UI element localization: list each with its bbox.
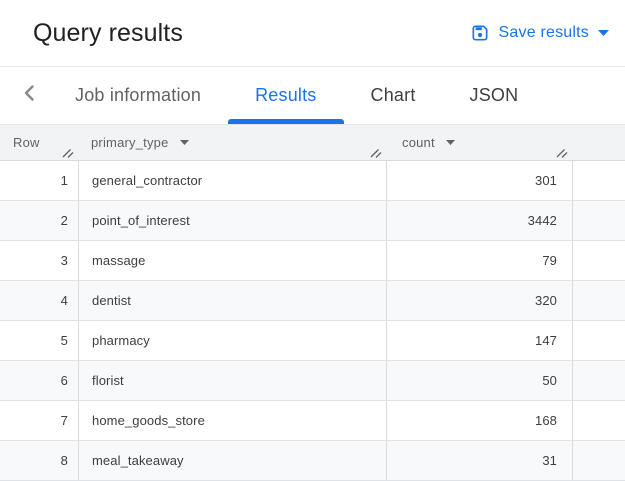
tab-label: JSON: [469, 85, 519, 105]
count-cell: 320: [386, 281, 572, 320]
count-cell: 301: [386, 161, 572, 200]
filler-cell: [572, 361, 625, 400]
filler-cell: [572, 161, 625, 200]
count-cell: 3442: [386, 201, 572, 240]
table-row: 4 dentist 320: [0, 281, 625, 321]
row-number-cell: 2: [60, 213, 68, 228]
tab-job-information[interactable]: Job information: [48, 67, 228, 124]
column-label: primary_type: [91, 135, 169, 150]
primary-type-cell: massage: [78, 241, 386, 280]
tab-chart[interactable]: Chart: [344, 67, 443, 124]
titlebar: Query results Save results: [0, 0, 625, 67]
tab-json[interactable]: JSON: [443, 67, 546, 124]
table-row: 3 massage 79: [0, 241, 625, 281]
primary-type-cell: pharmacy: [78, 321, 386, 360]
primary-type-cell: home_goods_store: [78, 401, 386, 440]
filler-cell: [572, 441, 625, 480]
table-row: 8 meal_takeaway 31: [0, 441, 625, 481]
chevron-left-icon: [22, 84, 35, 107]
results-table-header: Row primary_type count: [0, 125, 625, 161]
row-number-cell: 5: [60, 333, 68, 348]
table-row: 6 florist 50: [0, 361, 625, 401]
table-row: 5 pharmacy 147: [0, 321, 625, 361]
count-cell: 147: [386, 321, 572, 360]
primary-type-cell: florist: [78, 361, 386, 400]
column-label: count: [402, 135, 435, 150]
caret-down-icon: [598, 30, 609, 36]
tab-label: Job information: [75, 85, 202, 105]
tab-label: Chart: [370, 85, 416, 105]
count-cell: 79: [386, 241, 572, 280]
column-header-primary-type: primary_type: [78, 125, 386, 160]
table-row: 7 home_goods_store 168: [0, 401, 625, 441]
tab-label: Results: [255, 85, 317, 105]
count-cell: 31: [386, 441, 572, 480]
column-resize-handle[interactable]: [555, 145, 569, 159]
row-number-cell: 3: [60, 253, 68, 268]
page-title: Query results: [33, 18, 183, 47]
primary-type-cell: meal_takeaway: [78, 441, 386, 480]
row-number-cell: 6: [60, 373, 68, 388]
primary-type-cell: general_contractor: [78, 161, 386, 200]
column-label: Row: [13, 135, 40, 150]
filler-cell: [572, 281, 625, 320]
tab-bar: Job information Results Chart JSON: [0, 67, 625, 125]
column-header-filler: [572, 125, 625, 160]
row-number-cell: 4: [60, 293, 68, 308]
row-number-cell: 1: [60, 173, 68, 188]
row-number-cell: 8: [60, 453, 68, 468]
column-resize-handle[interactable]: [61, 145, 75, 159]
column-resize-handle[interactable]: [369, 145, 383, 159]
primary-type-cell: point_of_interest: [78, 201, 386, 240]
save-results-label: Save results: [498, 24, 589, 41]
primary-type-cell: dentist: [78, 281, 386, 320]
filler-cell: [572, 241, 625, 280]
table-row: 2 point_of_interest 3442: [0, 201, 625, 241]
scroll-tabs-left-button[interactable]: [8, 67, 48, 124]
active-tab-indicator: [228, 119, 344, 124]
table-row: 1 general_contractor 301: [0, 161, 625, 201]
column-header-count: count: [386, 125, 572, 160]
save-results-button[interactable]: Save results: [470, 23, 609, 43]
filler-cell: [572, 401, 625, 440]
row-number-cell: 7: [60, 413, 68, 428]
column-header-row: Row: [0, 125, 78, 160]
count-cell: 50: [386, 361, 572, 400]
filler-cell: [572, 321, 625, 360]
results-table-body: 1 general_contractor 301 2 point_of_inte…: [0, 161, 625, 481]
count-cell: 168: [386, 401, 572, 440]
filler-cell: [572, 201, 625, 240]
column-menu-caret-icon[interactable]: [179, 140, 189, 145]
column-menu-caret-icon[interactable]: [445, 140, 455, 145]
tab-results[interactable]: Results: [228, 67, 344, 124]
save-icon: [470, 23, 490, 43]
